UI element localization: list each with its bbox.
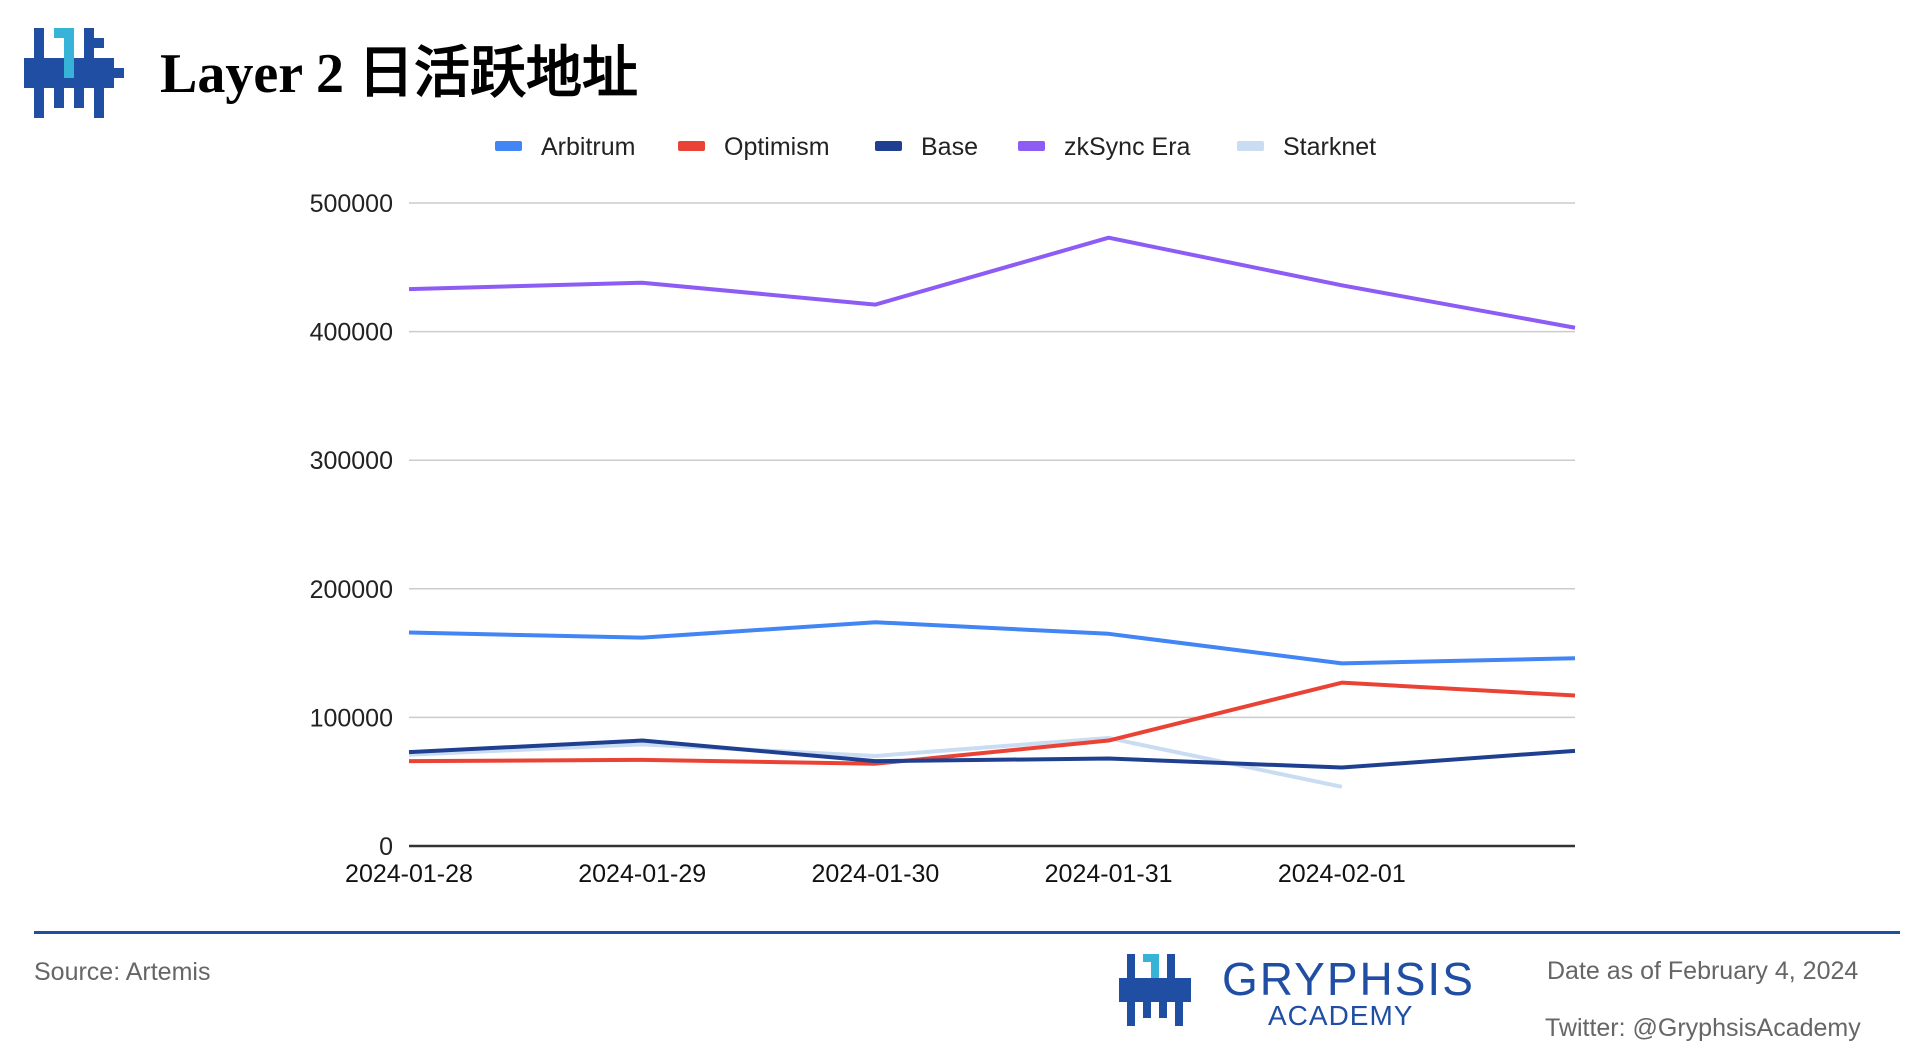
legend-label: zkSync Era [1064, 133, 1191, 161]
legend-label: Starknet [1283, 133, 1376, 161]
legend-label: Arbitrum [541, 133, 635, 161]
x-tick-label: 2024-02-01 [1278, 860, 1406, 888]
gryphsis-footer-logo-icon [1119, 954, 1191, 1026]
y-tick-label: 300000 [310, 447, 393, 475]
y-tick-label: 100000 [310, 704, 393, 732]
series-line-starknet [408, 735, 1343, 789]
legend-swatch [1237, 141, 1264, 151]
page-title: Layer 2 日活跃地址 [160, 43, 639, 105]
twitter-text: Twitter: @GryphsisAcademy [1545, 1014, 1861, 1042]
legend-label: Base [921, 133, 978, 161]
y-tick-label: 200000 [310, 576, 393, 604]
divider [34, 931, 1900, 934]
legend-swatch [678, 141, 705, 151]
y-tick-label: 0 [379, 833, 393, 861]
x-tick-label: 2024-01-29 [578, 860, 706, 888]
line-chart: 0 100000 200000 300000 400000 500000 2024-01-2… [310, 133, 1576, 888]
x-tick-label: 2024-01-31 [1045, 860, 1173, 888]
date-text: Date as of February 4, 2024 [1547, 957, 1859, 985]
legend-swatch [875, 141, 902, 151]
series-line-optimism [408, 680, 1576, 766]
series-line-zksync-era [408, 235, 1576, 330]
x-tick-label: 2024-01-30 [811, 860, 939, 888]
legend-swatch [1018, 141, 1045, 151]
series-line-base [408, 738, 1576, 770]
brand-name: GRYPHSIS [1222, 953, 1475, 1005]
gryphsis-logo-icon [24, 28, 124, 118]
source-text: Source: Artemis [34, 958, 211, 986]
brand-sub: ACADEMY [1268, 1000, 1414, 1031]
legend-swatch [495, 141, 522, 151]
y-tick-label: 500000 [310, 190, 393, 218]
y-tick-label: 400000 [310, 319, 393, 347]
x-tick-label: 2024-01-28 [345, 860, 473, 888]
legend-label: Optimism [724, 133, 830, 161]
series-line-arbitrum [408, 620, 1576, 666]
